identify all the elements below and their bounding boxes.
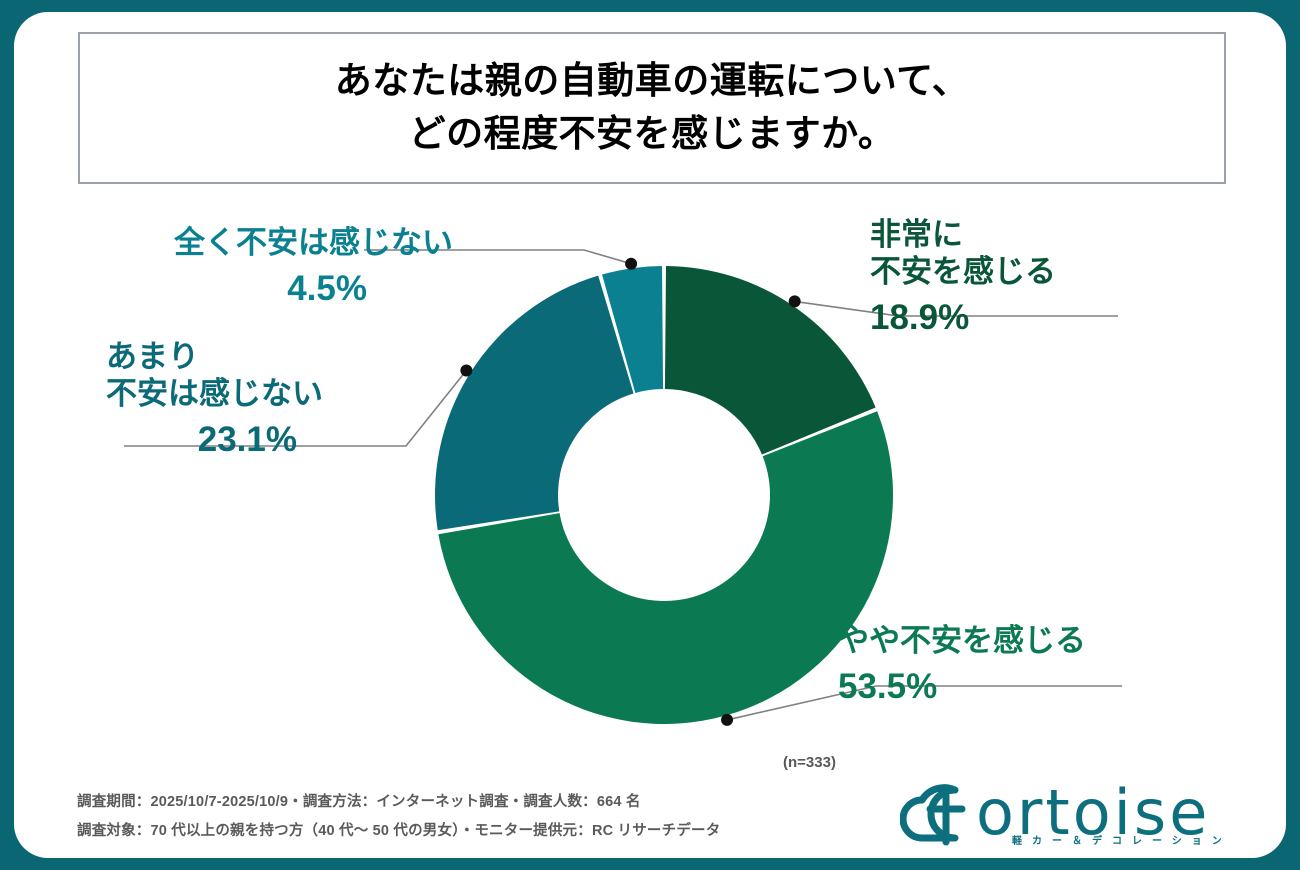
callout-value: 53.5% <box>838 667 938 707</box>
title-line-1: あなたは親の自動車の運転について、 <box>334 60 970 102</box>
donut-slice-somewhat-anxious[interactable] <box>438 411 894 725</box>
callout-value: 23.1% <box>197 420 297 460</box>
callout-label-line1: やや不安を感じる <box>838 623 1086 658</box>
callout-value: 18.9% <box>870 298 970 338</box>
donut-svg <box>435 266 894 725</box>
callout-label-line2: 不安は感じない <box>106 376 323 412</box>
logo-wordmark: ortoise <box>976 776 1211 849</box>
callout-label-line1: あまり <box>106 339 199 374</box>
survey-footnote: 調査期間：2025/10/7-2025/10/9・調査方法：インターネット調査・… <box>77 788 720 846</box>
footnote-line-2: 調査対象：70 代以上の親を持つ方（40 代〜 50 代の男女）・モニター提供元… <box>77 823 721 839</box>
donut-slice-very-anxious[interactable] <box>664 266 876 455</box>
white-card: あなたは親の自動車の運転について、 どの程度不安を感じますか。 非常に 不安を感… <box>14 12 1286 858</box>
callout-value: 4.5% <box>287 269 367 309</box>
title-line-2: どの程度不安を感じますか。 <box>408 113 896 154</box>
callout-label-line1: 非常に <box>870 217 963 252</box>
callout-label-line2: 不安を感じる <box>870 254 1056 290</box>
callout-label-line1: 全く不安は感じない <box>174 225 453 260</box>
callout-very-anxious: 非常に 不安を感じる 18.9% <box>870 216 1056 339</box>
tortoise-logo: ortoise 軽カー＆デコレーション <box>899 776 1252 860</box>
donut-slice-not-at-all-anxious[interactable] <box>602 266 664 393</box>
logo-tagline: 軽カー＆デコレーション <box>1012 836 1232 847</box>
callout-not-at-all-anxious: 全く不安は感じない 4.5% <box>174 224 453 310</box>
page-title: あなたは親の自動車の運転について、 どの程度不安を感じますか。 <box>78 32 1226 184</box>
donut-slice-not-very-anxious[interactable] <box>435 275 634 531</box>
donut-chart: 非常に 不安を感じる 18.9% やや不安を感じる 53.5% あまり 不安は感… <box>14 188 1286 771</box>
tortoise-mark-icon <box>899 784 966 846</box>
callout-somewhat-anxious: やや不安を感じる 53.5% <box>838 622 1086 708</box>
sample-size-label: (n=333) <box>783 754 836 771</box>
donut-slices <box>435 266 894 725</box>
callout-not-very-anxious: あまり 不安は感じない 23.1% <box>106 338 323 461</box>
footnote-line-1: 調査期間：2025/10/7-2025/10/9・調査方法：インターネット調査・… <box>77 794 641 810</box>
